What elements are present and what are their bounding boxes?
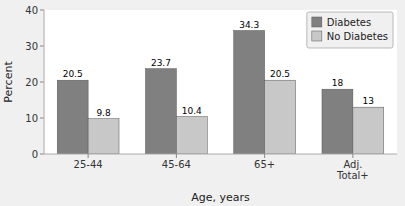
x-tick-label: 65+ bbox=[254, 159, 275, 170]
x-tick bbox=[176, 154, 177, 158]
y-tick bbox=[40, 46, 44, 47]
y-tick-label: 10 bbox=[25, 113, 38, 124]
y-axis-label: Percent bbox=[2, 61, 15, 103]
y-tick bbox=[40, 10, 44, 11]
data-label: 13 bbox=[363, 96, 374, 106]
bar bbox=[322, 89, 353, 154]
x-tick-label-line: 65+ bbox=[254, 159, 275, 170]
data-label: 9.8 bbox=[96, 108, 111, 118]
y-tick-label: 30 bbox=[25, 41, 38, 52]
x-tick-label: 45-64 bbox=[162, 159, 191, 170]
legend-swatch bbox=[312, 31, 322, 41]
x-tick bbox=[264, 154, 265, 158]
data-label: 20.5 bbox=[270, 69, 290, 79]
data-label: 20.5 bbox=[63, 69, 83, 79]
data-label: 23.7 bbox=[151, 58, 171, 68]
x-axis-line bbox=[44, 154, 397, 155]
bar bbox=[353, 107, 384, 154]
bar bbox=[176, 117, 207, 154]
legend-label: Diabetes bbox=[327, 17, 371, 28]
x-tick bbox=[352, 154, 353, 158]
x-tick bbox=[88, 154, 89, 158]
x-tick-label-line: 25-44 bbox=[74, 159, 103, 170]
x-tick-label: 25-44 bbox=[74, 159, 103, 170]
bar bbox=[88, 119, 119, 154]
plot-area bbox=[44, 10, 397, 154]
x-axis-label: Age, years bbox=[191, 191, 250, 204]
chart: 0 10 20 30 40 20.5 23.7 34.3 18 9.8 10.4 20.5 13 25-4… bbox=[0, 0, 405, 206]
y-axis-line bbox=[44, 10, 45, 154]
data-label: 18 bbox=[332, 78, 344, 88]
y-tick bbox=[40, 118, 44, 119]
legend-swatch bbox=[312, 17, 322, 27]
y-tick-label: 40 bbox=[25, 5, 38, 16]
x-axis: 25-44 45-64 65+ Adj.Total+ bbox=[74, 154, 369, 181]
background bbox=[0, 0, 405, 206]
legend-label: No Diabetes bbox=[327, 31, 388, 42]
y-tick bbox=[40, 154, 44, 155]
y-tick-label: 20 bbox=[25, 77, 38, 88]
bar bbox=[145, 69, 176, 154]
legend: Diabetes No Diabetes bbox=[307, 12, 393, 48]
y-tick bbox=[40, 82, 44, 83]
x-tick-label-line: Total+ bbox=[336, 170, 369, 181]
y-axis: 0 10 20 30 40 bbox=[25, 5, 44, 160]
x-tick-label: Adj.Total+ bbox=[336, 159, 369, 181]
bars bbox=[57, 31, 384, 154]
bar bbox=[234, 31, 265, 154]
bar bbox=[265, 80, 296, 154]
data-label: 10.4 bbox=[182, 106, 202, 116]
x-tick-label-line: Adj. bbox=[343, 159, 362, 170]
legend-frame bbox=[307, 12, 393, 48]
data-label: 34.3 bbox=[239, 20, 259, 30]
y-tick-label: 0 bbox=[32, 149, 38, 160]
x-tick-label-line: 45-64 bbox=[162, 159, 191, 170]
bar bbox=[57, 80, 88, 154]
